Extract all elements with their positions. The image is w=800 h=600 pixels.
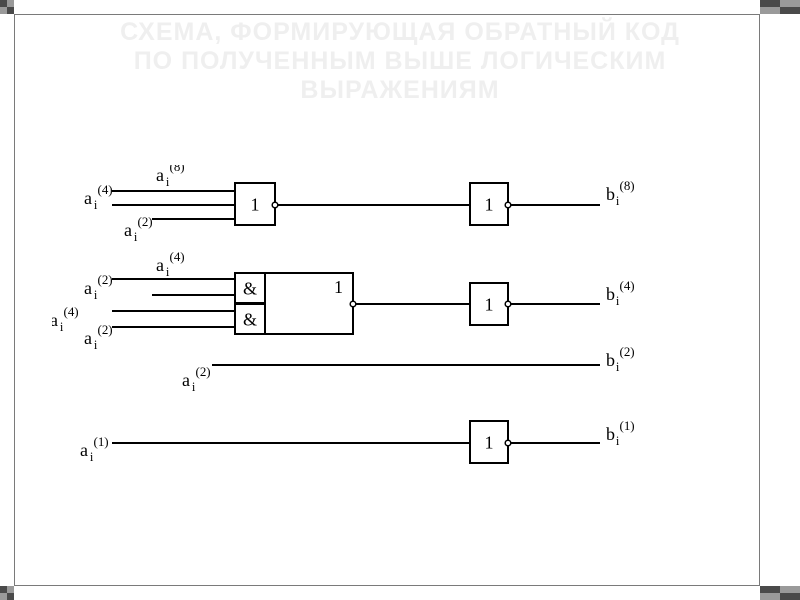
signal-label: bi(2) [606, 344, 635, 374]
signal-label: ai(2) [84, 322, 113, 352]
svg-text:i: i [616, 194, 620, 208]
svg-text:b: b [606, 424, 615, 444]
svg-text:(8): (8) [170, 165, 185, 174]
svg-text:a: a [84, 278, 92, 298]
svg-text:(2): (2) [620, 344, 635, 359]
svg-text:i: i [90, 450, 94, 464]
svg-text:b: b [606, 350, 615, 370]
signal-label: ai(8) [156, 165, 185, 189]
svg-text:i: i [616, 434, 620, 448]
svg-text:i: i [166, 175, 170, 189]
svg-text:(2): (2) [196, 364, 211, 379]
svg-text:(4): (4) [620, 278, 635, 293]
gate-label: 1 [485, 194, 494, 214]
signal-label: ai(4) [156, 249, 185, 279]
svg-text:(1): (1) [94, 434, 109, 449]
slide-title-line: ВЫРАЖЕНИЯМ [0, 76, 800, 105]
svg-text:i: i [616, 294, 620, 308]
svg-text:i: i [94, 198, 98, 212]
svg-text:(2): (2) [98, 272, 113, 287]
gate-label: & [243, 309, 257, 329]
inversion-dot [505, 202, 511, 208]
inversion-dot [350, 301, 356, 307]
signal-label: ai(2) [84, 272, 113, 302]
svg-text:i: i [94, 338, 98, 352]
gate-label: 1 [485, 432, 494, 452]
svg-text:a: a [52, 310, 58, 330]
inversion-dot [505, 440, 511, 446]
gate-label: & [243, 278, 257, 298]
svg-text:(2): (2) [138, 214, 153, 229]
signal-label: bi(1) [606, 418, 635, 448]
svg-text:b: b [606, 284, 615, 304]
slide-title-line: ПО ПОЛУЧЕННЫМ ВЫШЕ ЛОГИЧЕСКИМ [0, 47, 800, 76]
svg-text:a: a [84, 188, 92, 208]
signal-label: ai(4) [52, 304, 79, 334]
svg-text:i: i [94, 288, 98, 302]
signal-label: bi(8) [606, 178, 635, 208]
gate-label: 1 [334, 277, 343, 297]
svg-text:(1): (1) [620, 418, 635, 433]
svg-text:i: i [192, 380, 196, 394]
logic-circuit-diagram: 11&&111ai(4)ai(8)ai(2)bi(8)ai(4)ai(2)ai(… [52, 165, 662, 485]
svg-text:a: a [84, 328, 92, 348]
inversion-dot [505, 301, 511, 307]
signal-label: bi(4) [606, 278, 635, 308]
svg-text:(2): (2) [98, 322, 113, 337]
svg-text:i: i [616, 360, 620, 374]
svg-text:i: i [134, 230, 138, 244]
signal-label: ai(2) [182, 364, 211, 394]
svg-text:a: a [156, 255, 164, 275]
svg-text:a: a [124, 220, 132, 240]
svg-text:a: a [156, 165, 164, 185]
inversion-dot [272, 202, 278, 208]
svg-text:a: a [80, 440, 88, 460]
svg-text:(4): (4) [170, 249, 185, 264]
signal-label: ai(2) [124, 214, 153, 244]
svg-text:i: i [166, 265, 170, 279]
slide-title: СХЕМА, ФОРМИРУЮЩАЯ ОБРАТНЫЙ КОДПО ПОЛУЧЕ… [0, 18, 800, 105]
svg-text:(4): (4) [98, 182, 113, 197]
gate-label: 1 [485, 294, 494, 314]
svg-text:(8): (8) [620, 178, 635, 193]
signal-label: ai(1) [80, 434, 109, 464]
svg-text:(4): (4) [64, 304, 79, 319]
signal-label: ai(4) [84, 182, 113, 212]
svg-text:b: b [606, 184, 615, 204]
svg-text:i: i [60, 320, 64, 334]
slide-title-line: СХЕМА, ФОРМИРУЮЩАЯ ОБРАТНЫЙ КОД [0, 18, 800, 47]
svg-text:a: a [182, 370, 190, 390]
gate-label: 1 [251, 194, 260, 214]
